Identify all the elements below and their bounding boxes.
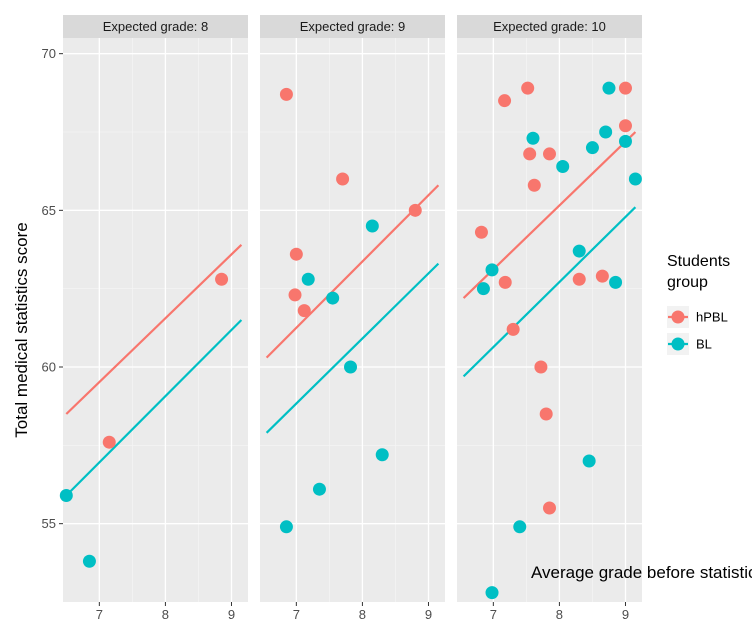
fit-line-bl [462,206,637,378]
data-point-bl [476,282,490,296]
y-tick-label: 55 [42,516,56,531]
facet-strip [63,15,248,38]
y-tick-label: 70 [42,46,56,61]
fit-line-hpbl [265,184,440,359]
data-point-hpbl [297,304,311,318]
x-tick-label: 8 [359,607,366,622]
fit-line-bl [65,319,243,497]
x-axis-title: Average grade before statistics [531,563,752,582]
data-point-bl [279,520,293,534]
data-point-hpbl [543,501,556,515]
data-point-hpbl [336,172,350,186]
legend-key-point-bl [671,337,685,351]
panel-background [63,38,248,602]
data-point-bl [602,81,616,95]
data-point-bl [526,131,540,145]
data-point-bl [375,448,389,462]
y-axis-title: Total medical statistics score [12,222,31,437]
data-point-bl [82,554,96,568]
data-point-bl [312,482,326,496]
data-point-hpbl [215,272,229,286]
data-point-bl [556,159,570,173]
panel-expected-grade-10: Expected grade: 10 7 8 9 [457,15,642,622]
data-point-bl [585,141,599,155]
data-point-hpbl [618,119,632,133]
data-point-bl [59,488,73,502]
panel-expected-grade-9: Expected grade: 9 7 8 9 [260,15,445,622]
data-point-hpbl [523,147,537,161]
panel-expected-grade-8: Expected grade: 8 7 8 9 [59,15,248,622]
y-tick-label: 60 [42,360,56,375]
facet-strip [457,15,642,38]
x-tick-label: 7 [293,607,300,622]
data-point-hpbl [288,288,302,302]
data-point-hpbl [279,87,293,101]
data-point-hpbl [498,275,512,289]
data-point-bl [485,263,499,277]
panel-background [457,38,642,602]
data-point-bl [326,291,340,305]
data-point-hpbl [595,269,609,283]
data-point-bl [485,586,499,600]
data-point-hpbl [527,178,541,192]
y-axis: 55 60 65 70 [42,46,63,531]
facet-strip-label: Expected grade: 8 [103,19,209,34]
facet-strip-label: Expected grade: 9 [300,19,406,34]
data-point-bl [628,172,642,186]
data-point-bl [513,520,527,534]
x-tick-label: 9 [622,607,629,622]
legend: Students group hPBL BL [667,253,730,355]
data-point-hpbl [474,225,488,239]
fit-line-hpbl [65,244,243,415]
y-tick-label: 65 [42,203,56,218]
data-point-hpbl [498,94,512,108]
data-point-hpbl [521,81,535,95]
data-point-hpbl [539,407,553,421]
data-point-hpbl [618,81,632,95]
x-tick-label: 9 [228,607,235,622]
facet-strip-label: Expected grade: 10 [493,19,606,34]
fit-line-bl [265,262,440,434]
legend-title-line-2: group [667,274,708,291]
legend-label-bl: BL [696,337,712,352]
data-point-bl [572,244,586,258]
data-point-bl [599,125,613,139]
data-point-hpbl [408,203,422,217]
legend-title-line-1: Students [667,253,730,270]
data-point-hpbl [506,322,520,336]
data-point-hpbl [102,435,116,449]
data-point-bl [618,134,632,148]
panel-background [260,38,445,602]
x-tick-label: 7 [96,607,103,622]
panels-layer: Expected grade: 8 7 8 9 Expected grade: 9 7 8 9… [59,15,642,622]
data-point-bl [365,219,379,233]
data-point-hpbl [534,360,548,374]
data-point-bl [301,272,315,286]
x-tick-label: 7 [490,607,497,622]
data-point-hpbl [572,272,586,286]
legend-items: hPBL BL [667,306,728,355]
x-tick-label: 9 [425,607,432,622]
data-point-hpbl [289,247,303,261]
data-point-bl [609,275,623,289]
data-point-bl [344,360,358,374]
x-tick-label: 8 [556,607,563,622]
legend-label-hpbl: hPBL [696,310,728,325]
data-point-hpbl [543,147,556,161]
legend-key-point-hpbl [671,310,685,324]
x-tick-label: 8 [162,607,169,622]
data-point-bl [582,454,596,468]
facet-strip [260,15,445,38]
